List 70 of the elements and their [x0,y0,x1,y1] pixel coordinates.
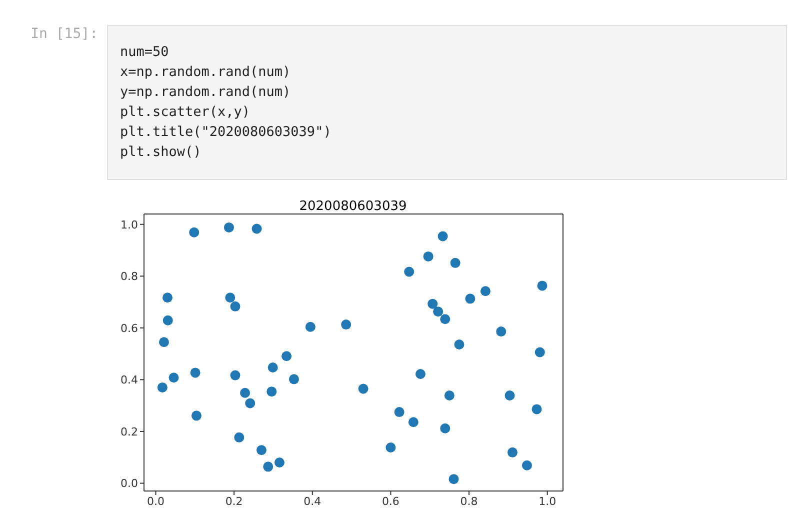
point [341,320,352,330]
point [522,460,532,470]
point [162,292,172,303]
text: plt.title("2020080603039") [120,123,332,142]
point [537,280,548,291]
text: In [15]: [30,26,98,42]
point [496,326,506,337]
point [507,447,518,458]
x-tick-label: 0.2 [225,494,243,508]
y-tick-label: 0.6 [120,322,138,335]
point [444,390,454,400]
point [480,286,490,296]
point [358,384,368,394]
point [440,314,450,324]
point [394,407,404,418]
point [245,398,256,408]
point [423,251,434,262]
y-tick-label: 0.0 [120,477,138,490]
point [225,292,236,303]
point [428,298,438,309]
point [404,266,414,277]
y-tick-label: 0.8 [120,270,138,284]
point [266,386,277,397]
point [157,382,168,392]
x-tick-label: 0.0 [147,494,164,508]
point [256,445,266,456]
point [454,339,464,350]
text: y=np.random.rand(num) [120,83,292,102]
x-tick-label: 0.4 [304,494,322,508]
text: num=50 [120,43,170,62]
point [282,351,292,362]
point [190,368,200,378]
point [234,432,244,442]
point [230,301,240,312]
point [504,390,515,400]
point [408,417,418,428]
point [438,231,448,242]
point [433,306,444,317]
y-tick-label: 0.2 [120,425,138,438]
point [252,224,262,234]
text: plt.show() [120,143,202,162]
point [440,423,450,434]
text: plt.scatter(x,y) [120,103,252,122]
point [224,222,234,232]
x-tick-label: 0.6 [382,494,400,508]
point [168,372,179,383]
x-tick-label: 0.8 [460,494,478,508]
point [189,227,200,238]
point [386,442,396,453]
y-tick-label: 0.4 [120,374,138,387]
y-tick-label: 1.0 [120,218,138,232]
text: x=np.random.rand(num) [120,63,292,82]
point [305,322,316,332]
x-tick-label: 1.0 [538,494,556,508]
point [534,347,545,358]
point [158,337,169,348]
point [274,458,284,468]
point [450,258,460,268]
point [288,374,299,384]
point [240,388,250,398]
chart-title: 2020080603039 [299,199,407,214]
point [268,362,278,373]
point [415,368,426,379]
point [532,404,542,414]
point [162,315,173,326]
point [191,410,202,421]
point [465,294,476,304]
point [448,474,459,484]
point [230,370,240,380]
point [263,462,274,472]
